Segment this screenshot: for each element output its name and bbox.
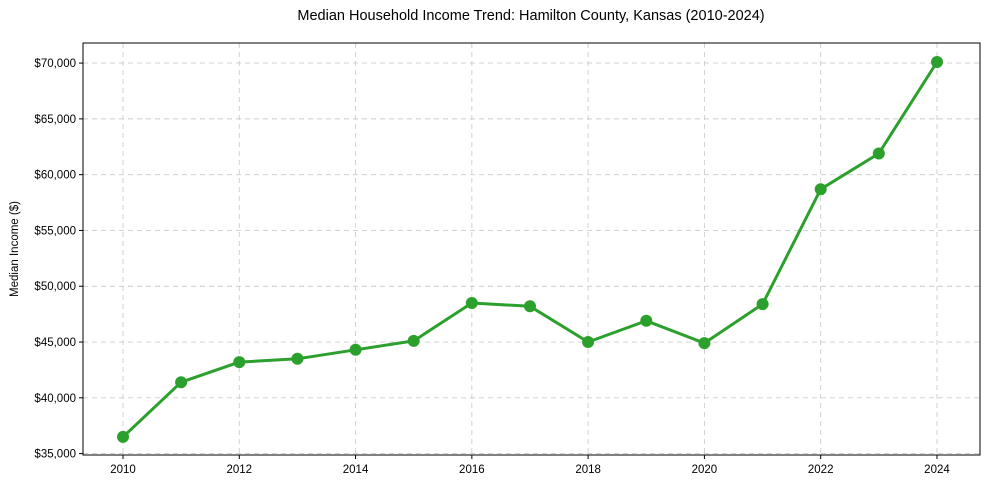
- y-tick-label: $45,000: [34, 337, 76, 349]
- x-tick-label: 2022: [808, 464, 834, 476]
- data-point-marker: [756, 298, 769, 311]
- y-tick-label: $60,000: [34, 170, 76, 182]
- data-point-marker: [582, 336, 595, 348]
- data-point-marker: [117, 430, 129, 443]
- x-tick-label: 2010: [110, 464, 136, 476]
- data-point-marker: [698, 337, 711, 350]
- data-point-marker: [465, 297, 478, 309]
- data-point-marker: [931, 56, 943, 68]
- y-tick-label: $50,000: [34, 281, 76, 293]
- data-point-marker: [407, 334, 420, 347]
- x-tick-label: 2018: [575, 464, 601, 476]
- y-tick-label: $55,000: [34, 225, 76, 237]
- x-tick-label: 2014: [343, 464, 369, 476]
- x-tick-label: 2016: [459, 464, 485, 476]
- y-tick-label: $70,000: [34, 58, 76, 70]
- trend-line: [121, 60, 939, 439]
- y-tick-label: $40,000: [34, 393, 76, 405]
- data-point-marker: [175, 376, 188, 389]
- tick-marks-layer: [79, 62, 938, 459]
- tick-labels-layer: $35,000 $40,000 $45,000 $50,000 $55,000 $60,0…: [34, 58, 950, 476]
- data-point-marker: [872, 147, 885, 160]
- y-tick-label: $65,000: [34, 114, 76, 126]
- data-point-marker: [233, 356, 246, 369]
- y-axis-label: Median Income ($): [9, 201, 21, 297]
- line-series-layer: [117, 56, 943, 443]
- data-point-marker: [814, 183, 827, 196]
- x-tick-label: 2024: [924, 464, 950, 476]
- gridlines-layer: [83, 43, 980, 455]
- x-tick-label: 2012: [226, 464, 252, 476]
- data-point-marker: [349, 343, 362, 356]
- chart-title: Median Household Income Trend: Hamilton …: [297, 8, 764, 24]
- data-point-marker: [524, 300, 536, 313]
- x-tick-label: 2020: [692, 464, 718, 476]
- data-point-marker: [291, 352, 304, 365]
- y-tick-label: $35,000: [34, 449, 76, 461]
- data-point-marker: [640, 314, 653, 327]
- plot-area-border: [82, 42, 981, 456]
